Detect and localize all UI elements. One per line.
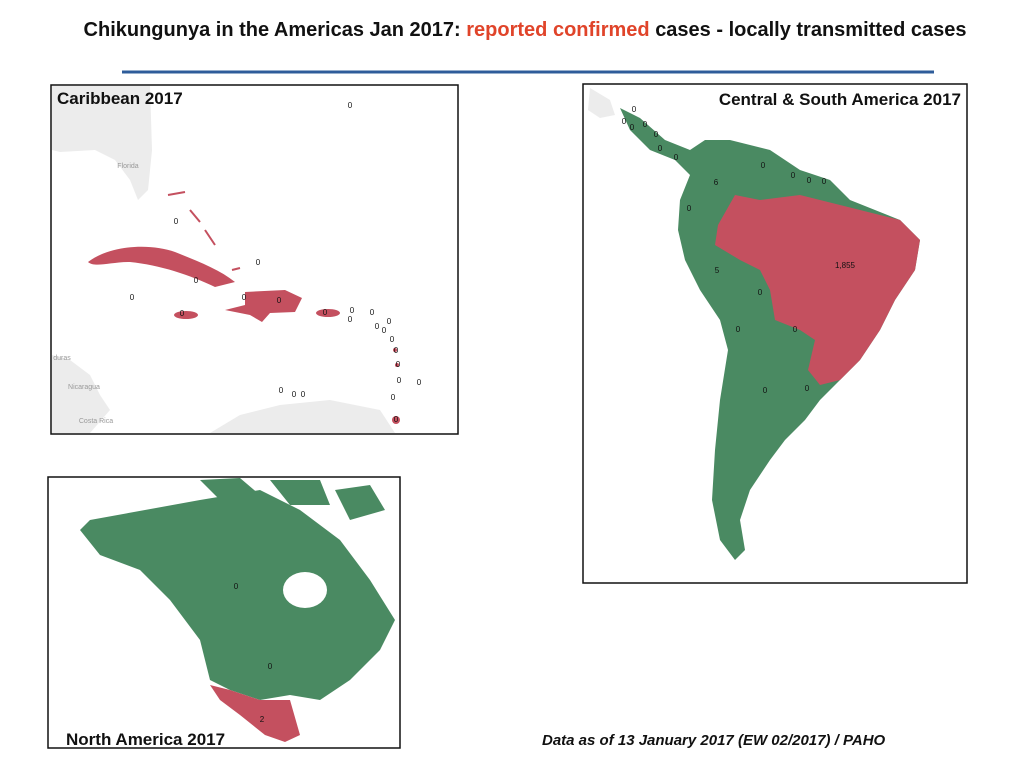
case-label: 2 xyxy=(260,715,265,724)
case-label: 0 xyxy=(630,123,635,132)
map-title: Caribbean 2017 xyxy=(57,89,183,108)
place-label: duras xyxy=(53,355,71,362)
case-label: 0 xyxy=(174,217,179,226)
case-label: 0 xyxy=(348,101,353,110)
south-america-map xyxy=(582,83,968,584)
case-label: 0 xyxy=(622,117,627,126)
case-label: 1,855 xyxy=(835,261,856,270)
case-label: 0 xyxy=(242,293,247,302)
footer-note: Data as of 13 January 2017 (EW 02/2017) … xyxy=(542,732,886,749)
case-label: 0 xyxy=(323,308,328,317)
case-label: 0 xyxy=(763,386,768,395)
case-label: 0 xyxy=(654,130,659,139)
caribbean-map xyxy=(50,84,459,435)
case-label: 0 xyxy=(805,384,810,393)
map-title: Central & South America 2017 xyxy=(719,90,961,109)
case-label: 0 xyxy=(791,171,796,180)
case-label: 0 xyxy=(396,360,401,369)
title-text: Chikungunya in the Americas Jan 2017: xyxy=(83,19,461,41)
case-label: 0 xyxy=(417,378,422,387)
case-label: 0 xyxy=(793,325,798,334)
case-label: 0 xyxy=(643,120,648,129)
case-label: 5 xyxy=(715,266,720,275)
place-label: Costa Rica xyxy=(79,418,113,425)
case-label: 0 xyxy=(301,390,306,399)
case-label: 0 xyxy=(658,144,663,153)
case-label: 0 xyxy=(130,293,135,302)
case-label: 0 xyxy=(807,176,812,185)
case-label: 6 xyxy=(714,178,719,187)
case-label: 0 xyxy=(632,105,637,114)
case-label: 0 xyxy=(350,306,355,315)
case-label: 0 xyxy=(394,415,399,424)
case-label: 0 xyxy=(348,315,353,324)
case-label: 0 xyxy=(268,662,273,671)
case-label: 0 xyxy=(394,346,399,355)
slide-title: Chikungunya in the Americas Jan 2017: re… xyxy=(20,16,1024,44)
case-label: 0 xyxy=(370,308,375,317)
case-label: 0 xyxy=(194,276,199,285)
case-label: 0 xyxy=(758,288,763,297)
title-text: cases - locally transmitted cases xyxy=(655,19,967,41)
case-label: 0 xyxy=(761,161,766,170)
case-label: 0 xyxy=(387,317,392,326)
case-label: 0 xyxy=(822,177,827,186)
case-label: 0 xyxy=(279,386,284,395)
case-label: 0 xyxy=(687,204,692,213)
case-label: 0 xyxy=(292,390,297,399)
case-label: 0 xyxy=(390,335,395,344)
place-label: Nicaragua xyxy=(68,384,100,391)
case-label: 0 xyxy=(375,322,380,331)
case-label: 0 xyxy=(234,582,239,591)
case-label: 0 xyxy=(736,325,741,334)
case-label: 0 xyxy=(391,393,396,402)
title-highlight: reported confirmed xyxy=(466,19,650,41)
case-label: 0 xyxy=(382,326,387,335)
case-label: 0 xyxy=(674,153,679,162)
case-label: 0 xyxy=(397,376,402,385)
case-label: 0 xyxy=(256,258,261,267)
north-america-map xyxy=(47,476,401,749)
case-label: 0 xyxy=(277,296,282,305)
place-label: Florida xyxy=(117,163,139,170)
case-label: 0 xyxy=(180,309,185,318)
map-title: North America 2017 xyxy=(66,730,225,749)
